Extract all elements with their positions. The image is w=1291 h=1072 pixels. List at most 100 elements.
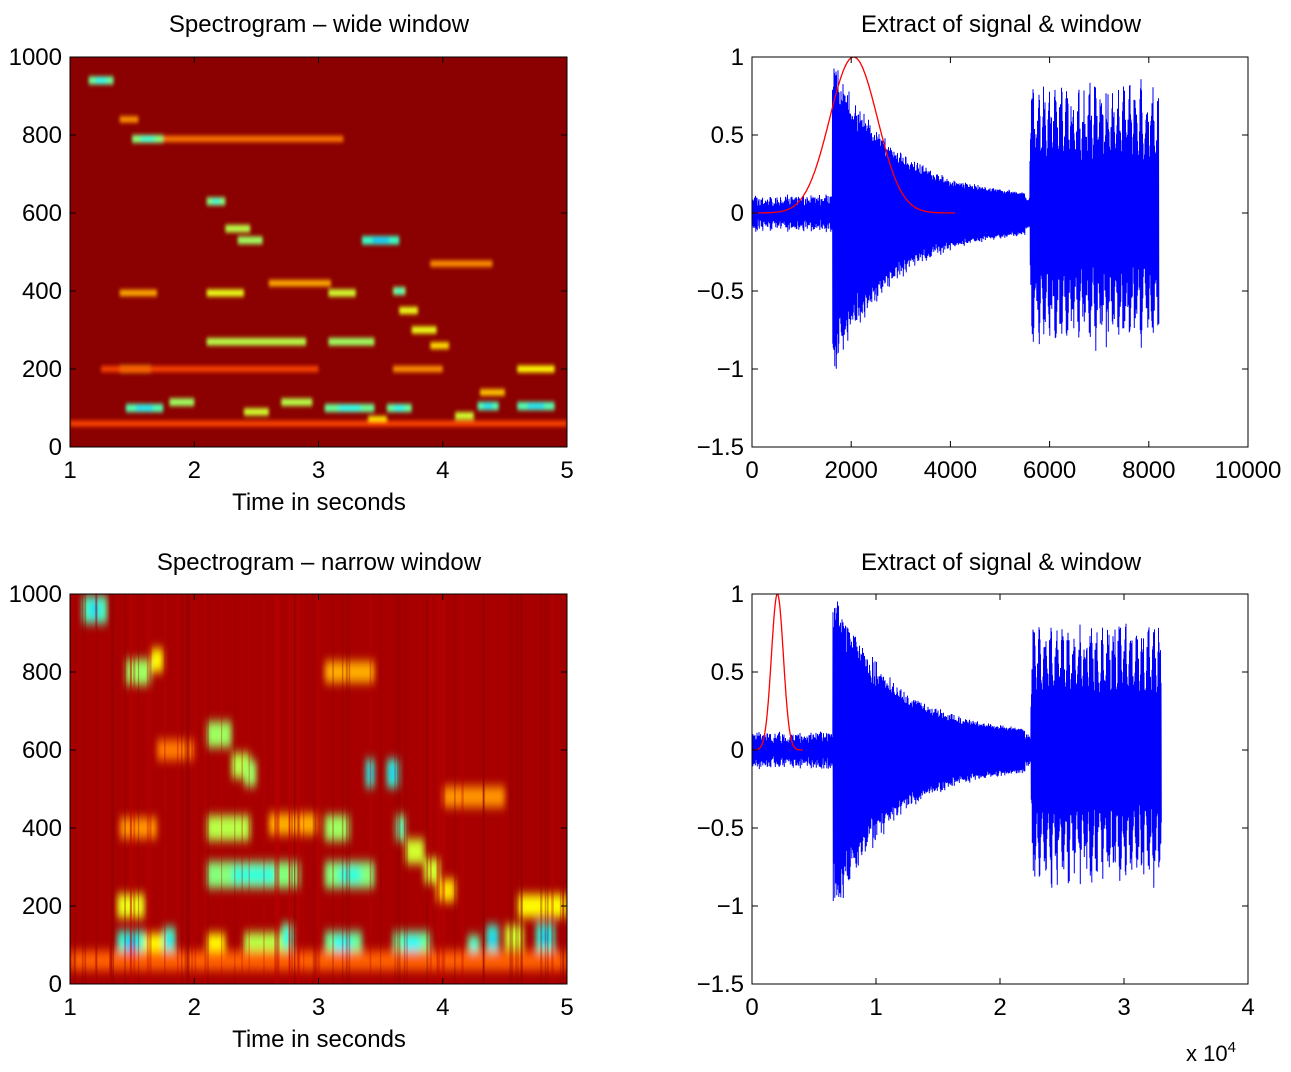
spectrogram-striation [248,594,250,984]
x-tick-label: 4 [436,457,449,484]
spectrogram-striation [204,594,207,984]
spectrogram-band [430,260,493,267]
spectrogram-narrow-panel: Spectrogram – narrow window 1 2 3 4 5 0 200 400… [9,549,574,1053]
spectrogram-striation [109,594,112,984]
y-tick-label: −0.5 [697,815,744,842]
signal-extract-narrow-axes-frame [751,593,1249,985]
spectrogram-band [117,894,145,918]
spectrogram-striation [317,594,321,984]
spectrogram-striation [294,594,296,984]
spectrogram-striation [234,594,236,984]
spectrogram-striation [443,594,446,984]
spectrogram-band [436,879,456,902]
spectrogram-peak [124,937,138,953]
spectrogram-band [328,337,375,346]
spectrogram-striation [341,594,344,984]
spectrogram-narrow-plot [70,594,567,984]
spectrogram-wide-marks [70,76,567,427]
x-tick-label: 4 [436,994,449,1021]
spectrogram-striation [81,594,84,984]
spectrogram-striation [185,594,188,984]
spectrogram-striation [288,594,291,984]
y-tick-label: −1 [717,356,744,383]
spectrogram-band [237,236,263,245]
spectrogram-peak [89,601,101,618]
spectrogram-peak [403,937,421,953]
signal-extract-wide-plot [752,57,1160,369]
spectrogram-wide-xlabel: Time in seconds [232,489,406,516]
y-tick-label: 0.5 [711,122,744,149]
spectrogram-striation [551,594,554,984]
spectrogram-peak [136,405,153,411]
spectrogram-band [119,817,157,839]
spectrogram-striation [562,594,565,984]
y-tick-label: 0 [49,434,62,461]
spectrogram-peak [368,765,373,782]
x-tick-label: 5 [560,994,573,1021]
spectrogram-striation [510,594,514,984]
spectrogram-band [411,326,437,334]
y-tick-label: 1000 [9,44,62,71]
spectrogram-band [517,365,555,373]
spectrogram-striation [437,594,439,984]
signal-extract-narrow-plot [752,594,1162,902]
spectrogram-band [119,289,157,297]
spectrogram-striation [520,594,523,984]
spectrogram-striation [380,594,382,984]
spectrogram-band [163,135,344,142]
spectrogram-striation [345,594,348,984]
x-tick-label: 6000 [1023,457,1076,484]
spectrogram-band [169,398,195,406]
spectrogram-peak [338,867,361,883]
y-tick-label: 1000 [9,581,62,608]
spectrogram-band [268,813,319,835]
spectrogram-striation [112,594,115,984]
spectrogram-striation [180,594,183,984]
spectrogram-striation [109,594,112,984]
spectrogram-striation [521,594,524,984]
y-tick-label: −1.5 [697,434,744,461]
spectrogram-band [393,365,443,373]
spectrogram-band [480,389,505,396]
y-tick-label: 0.5 [711,659,744,686]
signal-extract-narrow-title: Extract of signal & window [861,549,1142,576]
spectrogram-band [243,408,269,416]
spectrogram-striation [187,594,190,984]
spectrogram-band [368,416,387,424]
signal-extract-wide-ticks: 0 2000 4000 6000 8000 10000 −1.5 −1 −0.5 0 0.5 1 [697,44,1282,484]
spectrogram-striation [482,594,484,984]
spectrogram-striation [398,594,401,984]
signal-extract-narrow-series-signal [752,601,1162,902]
spectrogram-striation [515,594,517,984]
spectrogram-striation [296,594,300,984]
spectrogram-narrow-xlabel: Time in seconds [232,1026,406,1053]
spectrogram-striation [73,594,76,984]
spectrogram-wide-panel: Spectrogram – wide window 1 2 3 4 5 0 200 400 60… [9,11,574,516]
spectrogram-striation [293,594,295,984]
spectrogram-striation [94,594,98,984]
y-tick-label: 200 [22,356,62,383]
spectrogram-band [455,412,474,420]
spectrogram-band [125,659,151,685]
spectrogram-peak [527,403,545,409]
spectrogram-peak [338,405,361,411]
spectrogram-striation [84,594,87,984]
x-tick-label: 8000 [1122,457,1175,484]
spectrogram-band [150,648,164,672]
spectrogram-peak [483,403,493,409]
spectrogram-striation [164,594,166,984]
spectrogram-striation [146,594,149,984]
spectrogram-peak [140,136,155,142]
spectrogram-peak [393,405,405,411]
x-tick-label: 4 [1241,994,1254,1021]
spectrogram-band [101,366,319,372]
x-tick-label: 1 [63,457,76,484]
spectrogram-striation [186,594,189,984]
spectrogram-striation [95,594,98,984]
x-tick-label: 3 [312,994,325,1021]
spectrogram-striation [130,594,132,984]
spectrogram-striation [124,594,126,984]
y-tick-label: 800 [22,122,62,149]
spectrogram-striation [313,594,316,984]
